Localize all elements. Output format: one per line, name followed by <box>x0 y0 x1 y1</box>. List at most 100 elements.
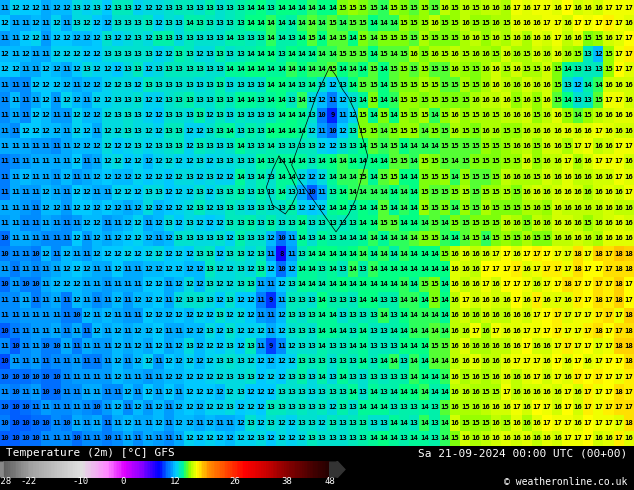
Bar <box>389 108 399 123</box>
Bar <box>297 323 307 338</box>
Text: 16: 16 <box>522 128 531 134</box>
Text: 14: 14 <box>297 220 306 226</box>
Bar <box>389 400 399 415</box>
Bar <box>276 246 287 261</box>
Text: 11: 11 <box>93 189 101 195</box>
Bar <box>215 46 225 62</box>
Text: 15: 15 <box>491 158 500 165</box>
Bar <box>460 15 470 31</box>
Text: 12: 12 <box>144 312 153 318</box>
Bar <box>205 62 215 77</box>
Bar <box>378 415 389 431</box>
Bar <box>460 169 470 185</box>
Text: 12: 12 <box>42 204 50 211</box>
Text: 12: 12 <box>205 112 214 118</box>
Text: 13: 13 <box>205 35 214 42</box>
Bar <box>440 77 450 92</box>
Text: 14: 14 <box>369 297 378 303</box>
Bar <box>429 77 440 92</box>
Text: 16: 16 <box>533 128 541 134</box>
Text: 17: 17 <box>584 266 592 272</box>
Bar <box>278 462 279 478</box>
Text: 13: 13 <box>113 97 122 103</box>
Bar <box>429 46 440 62</box>
Bar <box>297 200 307 215</box>
Bar <box>168 462 170 478</box>
Bar <box>92 277 102 292</box>
Text: 12: 12 <box>246 389 255 395</box>
Bar <box>51 384 61 400</box>
Text: 12: 12 <box>93 328 101 334</box>
Text: 12: 12 <box>154 51 163 57</box>
Text: 14: 14 <box>379 81 388 88</box>
Text: 13: 13 <box>318 220 327 226</box>
Bar <box>142 462 143 478</box>
Text: 16: 16 <box>512 343 521 349</box>
Bar <box>542 369 552 384</box>
Text: 11: 11 <box>287 251 296 257</box>
Bar <box>92 154 102 169</box>
Text: 12: 12 <box>277 312 285 318</box>
Text: 15: 15 <box>410 5 418 11</box>
Text: 16: 16 <box>491 97 500 103</box>
Text: 13: 13 <box>389 343 398 349</box>
Bar <box>133 415 143 431</box>
Text: 16: 16 <box>573 189 582 195</box>
Text: 16: 16 <box>512 328 521 334</box>
Text: 11: 11 <box>52 97 61 103</box>
Text: 16: 16 <box>573 174 582 180</box>
Text: 14: 14 <box>338 174 347 180</box>
Bar <box>532 246 542 261</box>
Text: 13: 13 <box>164 143 173 149</box>
Text: 13: 13 <box>297 251 306 257</box>
Text: 17: 17 <box>553 374 562 380</box>
Text: 11: 11 <box>32 143 40 149</box>
Bar <box>191 462 193 478</box>
Bar <box>409 354 419 369</box>
Text: 12: 12 <box>52 204 61 211</box>
Bar <box>30 169 41 185</box>
Bar <box>256 215 266 231</box>
Bar <box>552 292 562 308</box>
Bar <box>266 169 276 185</box>
Text: 17: 17 <box>624 35 633 42</box>
Bar <box>368 0 378 15</box>
Bar <box>205 92 215 108</box>
Text: 16: 16 <box>471 358 480 365</box>
Bar <box>399 246 409 261</box>
Bar <box>133 138 143 154</box>
Text: 13: 13 <box>297 297 306 303</box>
Bar <box>307 215 317 231</box>
Text: 13: 13 <box>246 35 255 42</box>
Text: 13: 13 <box>184 81 193 88</box>
Bar <box>593 154 604 169</box>
Text: 13: 13 <box>246 174 255 180</box>
Text: 15: 15 <box>379 112 388 118</box>
Bar <box>593 261 604 277</box>
Text: 14: 14 <box>359 358 367 365</box>
Text: 10: 10 <box>52 389 61 395</box>
Bar <box>368 231 378 246</box>
Text: 13: 13 <box>328 189 337 195</box>
Text: 14: 14 <box>410 174 418 180</box>
Text: 15: 15 <box>410 81 418 88</box>
Text: 15: 15 <box>430 343 439 349</box>
Bar <box>235 200 245 215</box>
Bar <box>562 323 573 338</box>
Text: 13: 13 <box>113 51 122 57</box>
Text: 15: 15 <box>359 112 367 118</box>
Text: 15: 15 <box>471 174 480 180</box>
Bar <box>429 169 440 185</box>
Bar <box>573 46 583 62</box>
Bar <box>389 0 399 15</box>
Bar <box>450 369 460 384</box>
Bar <box>604 185 614 200</box>
Text: 13: 13 <box>256 97 265 103</box>
Bar <box>297 77 307 92</box>
Text: 11: 11 <box>1 343 10 349</box>
Text: 12: 12 <box>216 343 224 349</box>
Bar <box>184 138 194 154</box>
Bar <box>552 231 562 246</box>
Bar <box>72 231 82 246</box>
Bar <box>429 215 440 231</box>
